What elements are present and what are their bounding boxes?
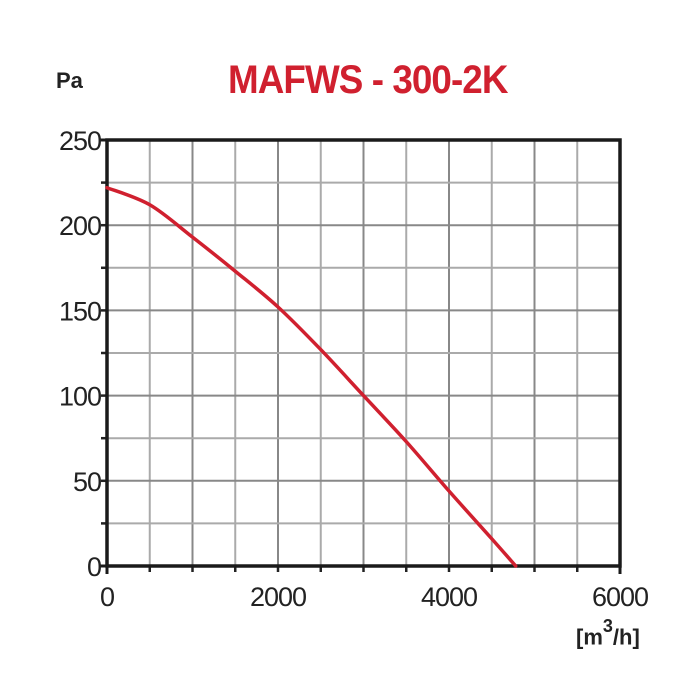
y-axis-unit-label: Pa bbox=[56, 68, 83, 93]
axes bbox=[99, 138, 622, 574]
y-tick-label: 100 bbox=[59, 382, 101, 412]
y-tick-label: 50 bbox=[73, 467, 101, 497]
x-tick-label: 0 bbox=[100, 582, 114, 612]
y-tick-label: 0 bbox=[87, 552, 101, 582]
x-unit-sup: 3 bbox=[602, 616, 613, 636]
y-tick-label: 250 bbox=[59, 126, 101, 156]
x-unit-suffix: /h] bbox=[612, 624, 640, 650]
chart-title: MAFWS - 300-2K bbox=[228, 58, 508, 102]
x-axis-unit-label: [m3/h] bbox=[576, 616, 640, 650]
y-tick-label: 150 bbox=[59, 296, 101, 326]
fan-curve-line bbox=[105, 185, 518, 568]
grid-lines bbox=[107, 140, 620, 566]
x-tick-label: 4000 bbox=[421, 582, 477, 612]
x-tick-label: 2000 bbox=[250, 582, 306, 612]
y-tick-label: 200 bbox=[59, 211, 101, 241]
x-unit-prefix: [m bbox=[576, 624, 603, 650]
tick-labels: 0 50 100 150 200 250 0 2000 4000 6000 bbox=[59, 126, 649, 612]
x-tick-label: 6000 bbox=[592, 582, 648, 612]
